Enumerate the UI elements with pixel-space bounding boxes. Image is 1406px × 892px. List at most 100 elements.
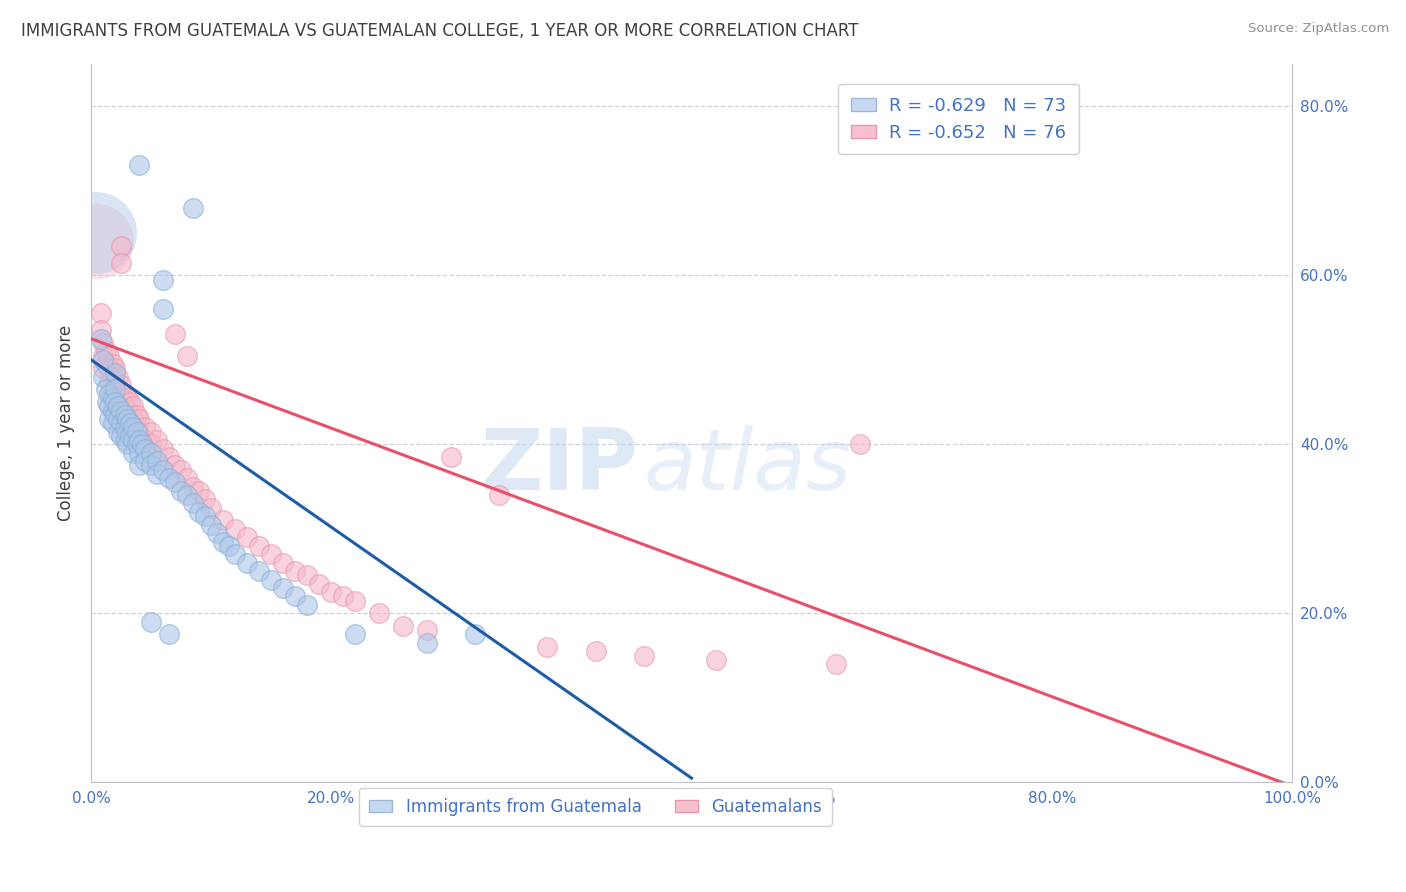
Point (104, 361, 127, 376)
Point (141, 446, 163, 460)
Y-axis label: College, 1 year or more: College, 1 year or more (58, 326, 75, 521)
Point (101, 416, 124, 430)
Point (101, 403, 124, 417)
Point (247, 539, 270, 553)
Point (107, 425, 129, 439)
Point (344, 627, 367, 641)
Point (170, 463, 193, 477)
Point (824, 657, 846, 671)
Point (440, 450, 463, 464)
Point (128, 159, 150, 173)
Point (115, 437, 138, 451)
Point (84, 235, 107, 249)
Point (152, 272, 174, 286)
Point (114, 408, 136, 422)
Point (118, 408, 141, 422)
Point (91, 352, 114, 367)
Point (188, 505, 211, 519)
Point (152, 463, 174, 477)
Point (308, 576, 330, 591)
Point (107, 400, 129, 414)
Point (146, 433, 169, 447)
Legend: Immigrants from Guatemala, Guatemalans: Immigrants from Guatemala, Guatemalans (359, 788, 832, 826)
Point (188, 483, 211, 498)
Point (236, 556, 259, 570)
Point (114, 400, 136, 414)
Point (212, 534, 235, 549)
Point (107, 369, 129, 384)
Point (91, 335, 114, 350)
Point (90, 323, 112, 337)
Text: Source: ZipAtlas.com: Source: ZipAtlas.com (1249, 22, 1389, 36)
Point (94, 344, 117, 359)
Point (122, 412, 145, 426)
Point (118, 395, 141, 409)
Point (321, 585, 343, 599)
Point (157, 471, 180, 485)
Point (704, 653, 727, 667)
Point (146, 467, 169, 481)
Point (297, 568, 319, 582)
Point (165, 458, 187, 473)
Point (181, 496, 204, 510)
Point (122, 400, 145, 414)
Point (84, 226, 107, 240)
Point (110, 239, 132, 253)
Point (122, 446, 145, 460)
Point (107, 412, 129, 426)
Point (98, 361, 121, 376)
Point (104, 395, 127, 409)
Point (260, 547, 283, 561)
Point (96, 395, 118, 409)
Point (115, 425, 138, 439)
Point (200, 500, 222, 515)
Point (98, 374, 121, 388)
Point (536, 640, 558, 655)
Point (91, 369, 114, 384)
Point (212, 513, 235, 527)
Point (101, 369, 124, 384)
Point (115, 391, 138, 405)
Point (101, 357, 124, 371)
Point (91, 349, 114, 363)
Point (152, 442, 174, 456)
Point (247, 564, 270, 578)
Text: IMMIGRANTS FROM GUATEMALA VS GUATEMALAN COLLEGE, 1 YEAR OR MORE CORRELATION CHAR: IMMIGRANTS FROM GUATEMALA VS GUATEMALAN … (21, 22, 859, 40)
Point (118, 429, 141, 443)
Point (848, 437, 870, 451)
Point (134, 433, 156, 447)
Point (344, 593, 367, 607)
Point (152, 302, 174, 317)
Point (94, 357, 117, 371)
Point (284, 590, 307, 604)
Point (134, 420, 156, 434)
Point (110, 255, 132, 269)
Point (157, 627, 180, 641)
Point (176, 471, 198, 485)
Point (368, 607, 391, 621)
Point (128, 412, 150, 426)
Point (122, 420, 145, 434)
Point (194, 509, 217, 524)
Point (122, 425, 145, 439)
Text: ZIP: ZIP (479, 425, 637, 508)
Point (125, 437, 148, 451)
Point (224, 547, 246, 561)
Point (107, 383, 129, 397)
Point (170, 483, 193, 498)
Point (128, 458, 150, 473)
Point (104, 366, 127, 380)
Point (181, 480, 204, 494)
Point (218, 539, 240, 553)
Point (115, 403, 138, 417)
Point (98, 412, 121, 426)
Point (114, 386, 136, 401)
Point (141, 615, 163, 629)
Point (236, 530, 259, 544)
Point (104, 408, 127, 422)
Point (122, 433, 145, 447)
Point (128, 433, 150, 447)
Point (585, 644, 607, 658)
Point (176, 349, 198, 363)
Point (134, 454, 156, 468)
